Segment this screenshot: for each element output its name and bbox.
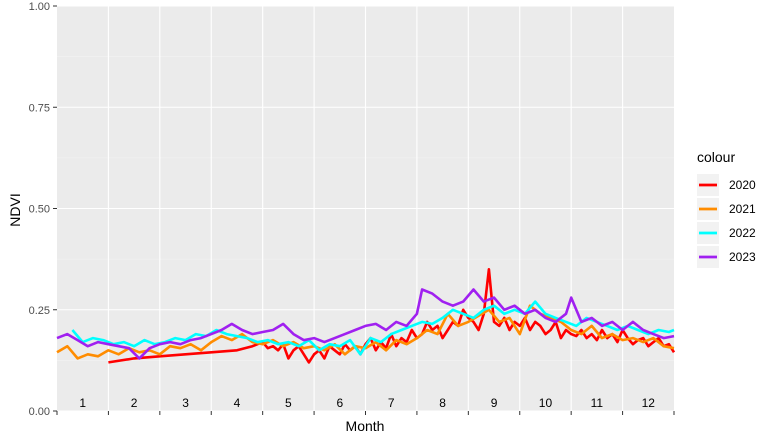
month-label: 11 <box>591 396 604 410</box>
legend-label-2023: 2023 <box>729 250 756 264</box>
legend-label-2021: 2021 <box>729 202 756 216</box>
series-line-2022 <box>71 300 675 356</box>
y-tick-label: 1.00 <box>29 1 50 13</box>
y-tick-label: 0.75 <box>29 102 50 114</box>
legend-label-2020: 2020 <box>729 178 756 192</box>
month-label: 1 <box>79 396 86 410</box>
legend-label-2022: 2022 <box>729 226 756 240</box>
y-tick-label: 0.50 <box>29 204 50 216</box>
month-label: 9 <box>491 396 498 410</box>
y-tick-label: 0.25 <box>29 305 50 317</box>
y-axis-title: NDVI <box>7 193 23 226</box>
legend-title: colour <box>697 149 735 165</box>
month-labels: 1 2 3 4 5 6 7 8 9 10 11 12 <box>79 396 655 410</box>
x-axis-title: Month <box>346 418 385 434</box>
month-label: 6 <box>336 396 343 410</box>
y-axis: 0.00 0.25 0.50 0.75 1.00 <box>29 1 57 418</box>
month-label: 8 <box>439 396 446 410</box>
series-lines <box>56 268 676 364</box>
series-line-2023 <box>56 288 675 360</box>
month-label: 10 <box>539 396 553 410</box>
month-label: 4 <box>234 396 241 410</box>
x-axis <box>56 411 675 415</box>
legend: colour 2020 2021 2022 2023 <box>697 149 756 268</box>
y-tick-label: 0.00 <box>29 406 50 418</box>
month-label: 7 <box>388 396 395 410</box>
month-label: 3 <box>182 396 189 410</box>
month-label: 5 <box>285 396 292 410</box>
month-label: 2 <box>131 396 138 410</box>
month-label: 12 <box>642 396 656 410</box>
